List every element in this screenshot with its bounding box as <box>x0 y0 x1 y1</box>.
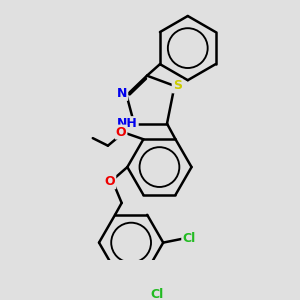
Text: S: S <box>173 80 182 92</box>
Text: Cl: Cl <box>150 288 163 300</box>
Text: Cl: Cl <box>182 232 196 245</box>
Text: O: O <box>105 175 115 188</box>
Text: N: N <box>117 87 127 100</box>
Text: NH: NH <box>117 117 138 130</box>
Text: O: O <box>116 126 126 139</box>
